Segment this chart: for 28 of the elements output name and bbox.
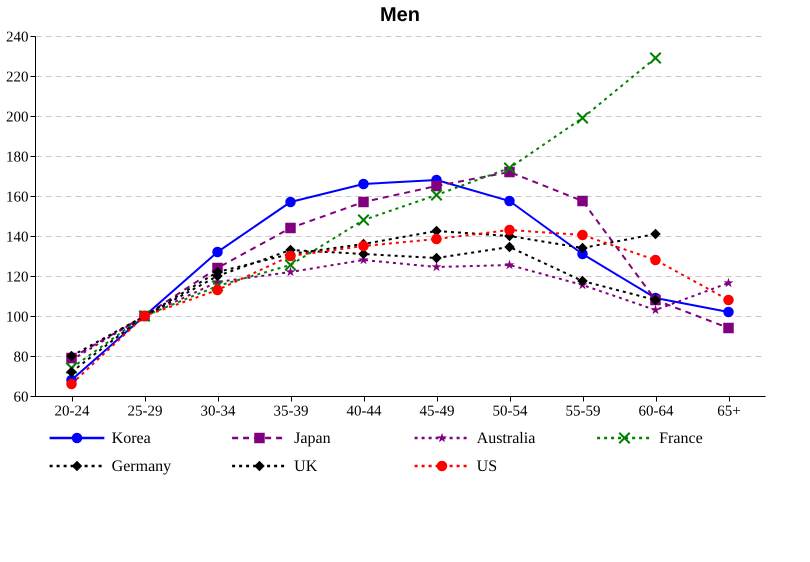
y-tick-label: 240: [6, 30, 28, 46]
y-tick-label: 200: [6, 110, 28, 126]
y-tick-label: 220: [6, 70, 28, 86]
y-tick-label: 140: [6, 230, 28, 246]
x-tick-label: 55-59: [566, 404, 600, 420]
x-tick-label: 45-49: [420, 404, 454, 420]
legend-label: Australia: [476, 430, 536, 447]
x-tick-label: 35-39: [274, 404, 308, 420]
x-tick-label: 50-54: [492, 404, 528, 420]
y-tick-label: 60: [14, 390, 28, 406]
legend-label: Germany: [112, 458, 172, 475]
x-tick-label: 25-29: [128, 404, 162, 420]
legend-label: US: [476, 458, 498, 475]
x-tick-label: 40-44: [346, 404, 382, 420]
y-tick-label: 160: [6, 190, 28, 206]
x-tick-label: 60-64: [638, 404, 674, 420]
y-tick-label: 120: [6, 270, 28, 286]
y-tick-label: 80: [14, 350, 28, 366]
legend-label: Japan: [294, 430, 331, 447]
y-tick-label: 100: [6, 310, 28, 326]
y-tick-label: 180: [6, 150, 28, 166]
legend-label: Korea: [112, 430, 151, 447]
x-tick-label: 30-34: [200, 404, 236, 420]
x-tick-label: 20-24: [54, 404, 90, 420]
legend-label: France: [659, 430, 703, 447]
x-tick-label: 65+: [717, 404, 741, 420]
chart-title: Men: [380, 4, 420, 26]
legend-label: UK: [294, 458, 318, 475]
